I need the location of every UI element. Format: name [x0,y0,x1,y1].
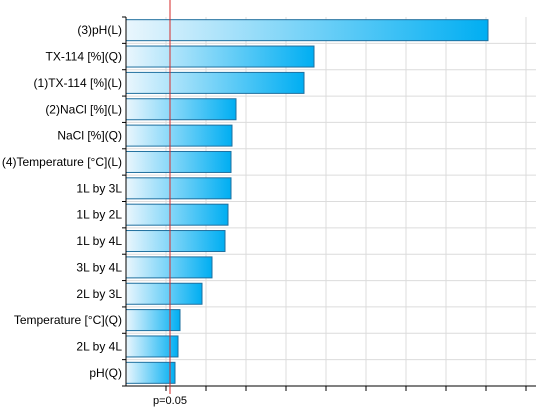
reference-line-group: p=0.05 [153,0,187,407]
reference-line-label: p=0.05 [153,395,187,407]
bar [125,45,315,68]
category-label: NaCl [%](Q) [57,129,122,143]
category-label: 1L by 4L [76,234,122,248]
category-label: (2)NaCl [%](L) [45,102,122,116]
bar [125,150,232,173]
category-label: 3L by 4L [76,260,122,274]
gridlines [126,17,536,386]
category-label: (3)pH(L) [77,23,122,37]
bar [125,98,237,121]
axes [122,16,536,391]
category-label: (4)Temperature [°C](L) [2,155,122,169]
category-label: 2L by 3L [76,287,122,301]
bar [125,256,213,279]
category-label: 1L by 3L [76,181,122,195]
category-label: Temperature [°C](Q) [14,313,122,327]
bar [125,282,203,305]
bar [125,230,226,253]
category-label: (1)TX-114 [%](L) [34,76,122,90]
bar [125,124,233,147]
bar [125,19,489,42]
bar [125,203,229,226]
category-label: 2L by 4L [76,339,122,353]
bar [125,177,232,200]
category-label: pH(Q) [89,366,122,380]
bar [125,71,305,94]
category-label: 1L by 2L [76,208,122,222]
category-label: TX-114 [%](Q) [46,50,122,64]
bar [125,309,181,332]
bar [125,361,176,384]
category-labels: (3)pH(L) TX-114 [%](Q) (1)TX-114 [%](L) (2)… [2,23,122,380]
